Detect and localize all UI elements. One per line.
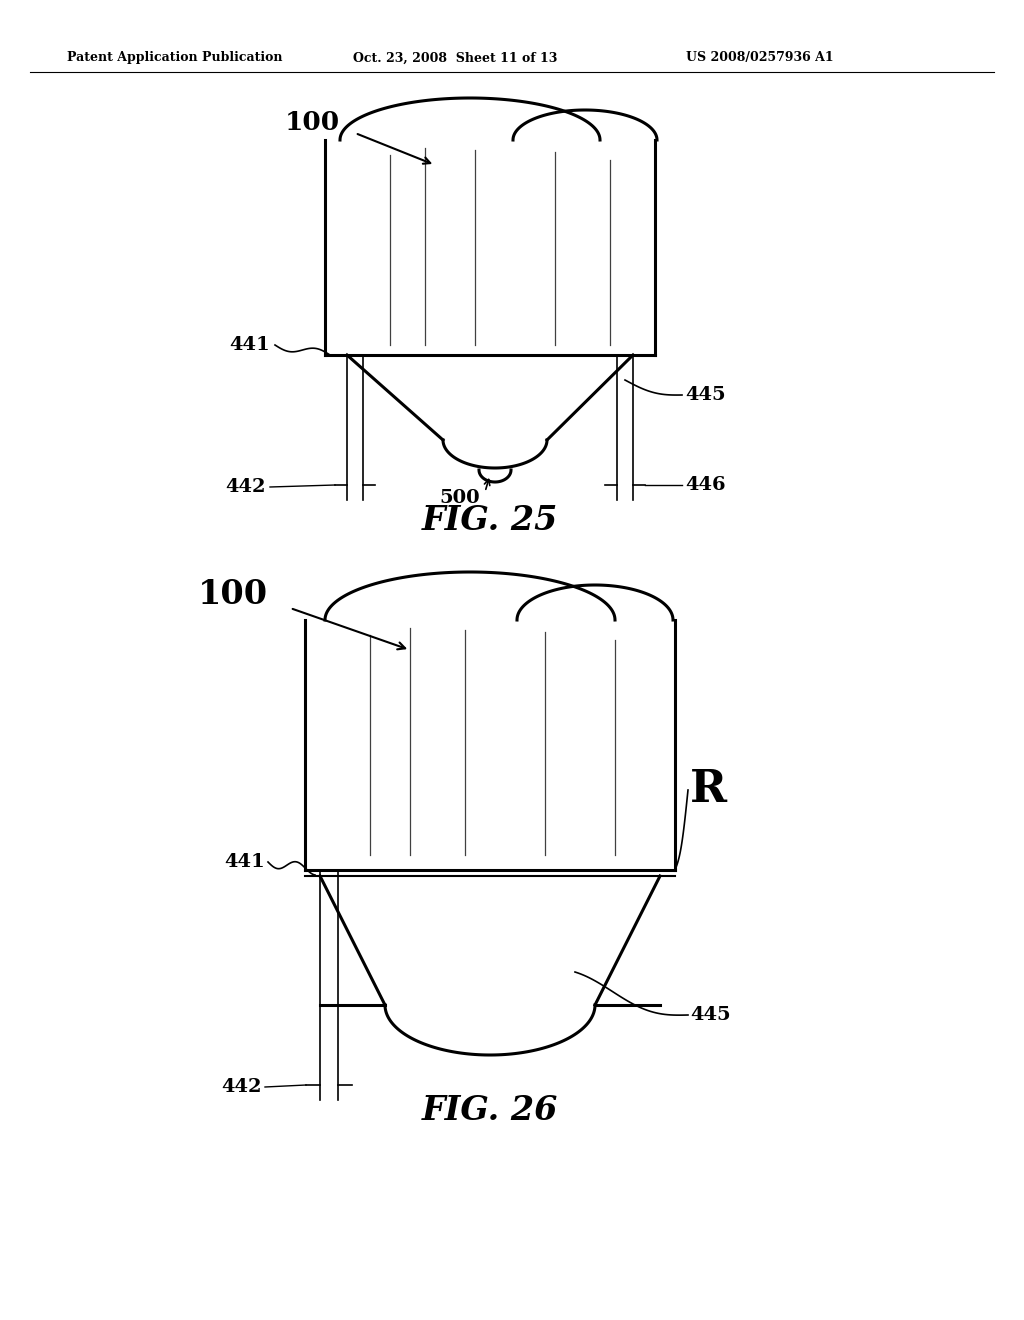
Text: 441: 441: [224, 853, 265, 871]
Text: 445: 445: [685, 385, 726, 404]
Text: R: R: [690, 768, 727, 812]
Text: 441: 441: [229, 337, 270, 354]
Text: FIG. 25: FIG. 25: [422, 503, 558, 536]
Text: 446: 446: [685, 477, 726, 494]
Text: Patent Application Publication: Patent Application Publication: [68, 51, 283, 65]
Text: Oct. 23, 2008  Sheet 11 of 13: Oct. 23, 2008 Sheet 11 of 13: [353, 51, 557, 65]
Text: US 2008/0257936 A1: US 2008/0257936 A1: [686, 51, 834, 65]
Text: 100: 100: [285, 111, 340, 136]
Text: 442: 442: [225, 478, 266, 496]
Text: 500: 500: [439, 488, 480, 507]
Text: 442: 442: [221, 1078, 262, 1096]
Text: 100: 100: [198, 578, 268, 611]
Text: 445: 445: [690, 1006, 731, 1024]
Text: FIG. 26: FIG. 26: [422, 1093, 558, 1126]
